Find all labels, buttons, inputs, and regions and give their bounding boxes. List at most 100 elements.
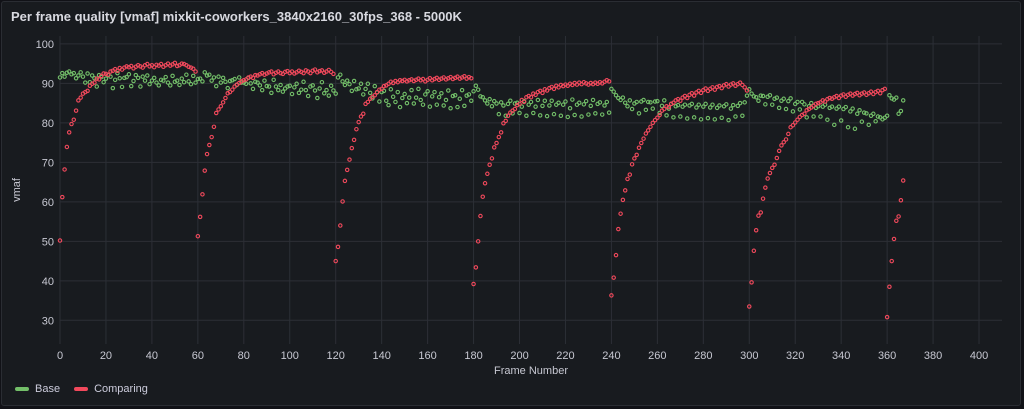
data-point-base — [80, 74, 86, 79]
data-point-base — [804, 115, 809, 120]
data-point-comparing — [354, 126, 359, 132]
data-point-base — [289, 91, 295, 97]
data-point-base — [186, 79, 191, 84]
data-point-base — [117, 76, 122, 81]
data-point-base — [728, 106, 734, 111]
data-point-comparing — [216, 107, 221, 112]
data-point-comparing — [301, 70, 306, 76]
data-point-comparing — [92, 80, 97, 85]
data-point-comparing — [494, 140, 499, 146]
data-point-comparing — [94, 76, 100, 81]
x-tick-label: 120 — [327, 350, 345, 362]
data-point-base — [593, 111, 598, 116]
data-point-base — [753, 94, 759, 100]
data-point-base — [220, 75, 226, 81]
data-point-base — [604, 99, 610, 105]
data-point-base — [386, 102, 391, 108]
data-point-comparing — [347, 157, 352, 162]
data-point-comparing — [703, 86, 708, 91]
legend-item-base[interactable]: Base — [15, 383, 60, 395]
data-point-base — [643, 107, 649, 113]
data-point-comparing — [882, 86, 888, 92]
data-point-base — [124, 74, 129, 80]
data-point-base — [735, 103, 741, 109]
data-point-base — [622, 100, 628, 105]
data-point-base — [89, 73, 95, 78]
data-point-base — [358, 81, 364, 87]
data-point-base — [324, 87, 329, 93]
data-point-base — [666, 106, 672, 111]
data-point-comparing — [627, 172, 633, 177]
data-point-base — [896, 111, 901, 117]
data-point-comparing — [253, 72, 258, 78]
data-point-base — [177, 82, 182, 88]
data-point-base — [170, 73, 175, 79]
data-point-base — [296, 90, 302, 96]
data-point-base — [818, 114, 823, 119]
data-point-comparing — [802, 111, 807, 117]
data-point-comparing — [650, 120, 656, 126]
data-point-comparing — [246, 75, 251, 80]
data-point-comparing — [462, 74, 467, 79]
data-point-base — [714, 105, 720, 111]
data-point-comparing — [501, 121, 506, 126]
data-point-base — [618, 97, 623, 103]
data-point-base — [181, 79, 187, 85]
data-point-base — [367, 90, 373, 96]
data-point-comparing — [372, 92, 378, 98]
panel-title: Per frame quality [vmaf] mixkit-coworker… — [11, 9, 462, 24]
data-point-comparing — [202, 168, 207, 173]
data-point-base — [650, 106, 656, 111]
data-point-base — [719, 115, 724, 120]
data-point-base — [482, 98, 488, 103]
x-tick-label: 220 — [556, 350, 574, 362]
data-point-base — [531, 110, 536, 116]
data-point-base — [76, 73, 81, 78]
y-tick-label: 30 — [42, 315, 54, 327]
data-point-base — [101, 79, 106, 85]
data-point-base — [694, 105, 699, 110]
data-point-base — [115, 70, 120, 76]
data-point-base — [292, 85, 297, 90]
data-point-base — [478, 94, 483, 99]
data-point-base — [365, 81, 371, 87]
data-point-comparing — [712, 87, 718, 92]
data-point-base — [563, 99, 568, 104]
x-tick-label: 240 — [602, 350, 620, 362]
data-point-base — [652, 99, 658, 104]
data-point-base — [469, 98, 474, 104]
data-point-comparing — [758, 210, 764, 215]
data-point-base — [285, 84, 290, 89]
data-point-comparing — [662, 106, 667, 112]
data-point-base — [317, 86, 322, 91]
data-point-base — [590, 97, 596, 103]
data-point-comparing — [671, 100, 676, 105]
data-point-base — [625, 104, 630, 109]
data-point-base — [698, 117, 704, 122]
data-point-comparing — [898, 198, 904, 203]
x-axis-title: Frame Number — [494, 365, 568, 377]
legend-item-comparing[interactable]: Comparing — [74, 383, 148, 395]
data-point-comparing — [317, 68, 322, 74]
data-point-base — [388, 87, 394, 92]
data-point-base — [838, 118, 844, 123]
data-point-base — [825, 117, 830, 122]
data-point-base — [547, 103, 552, 108]
data-point-base — [370, 96, 375, 101]
series-base — [57, 69, 906, 132]
data-point-comparing — [420, 76, 426, 82]
data-point-comparing — [889, 258, 894, 264]
data-point-base — [641, 97, 646, 103]
data-point-comparing — [763, 185, 768, 190]
data-point-base — [135, 75, 141, 81]
data-point-base — [452, 92, 458, 98]
data-point-base — [404, 100, 410, 106]
data-point-base — [158, 77, 164, 83]
data-point-base — [131, 78, 136, 84]
data-point-base — [898, 108, 904, 114]
data-point-base — [783, 106, 789, 112]
data-point-base — [406, 95, 412, 100]
data-point-base — [758, 93, 764, 98]
data-point-base — [586, 112, 591, 117]
data-point-comparing — [765, 176, 770, 181]
